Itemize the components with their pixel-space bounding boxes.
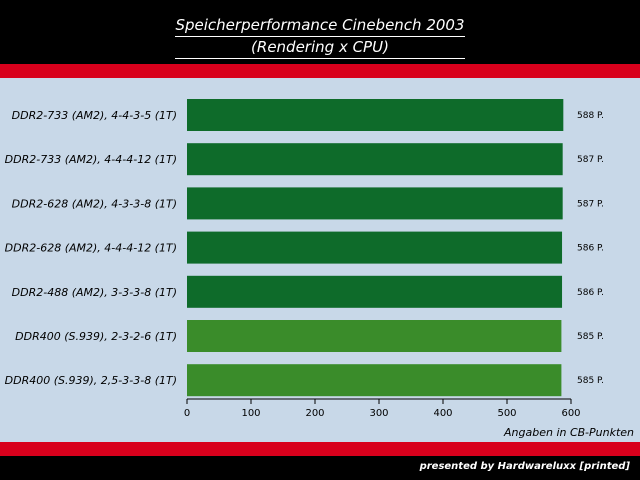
bar-1 (187, 143, 563, 176)
bars-group (187, 99, 564, 397)
value-label-1: 587 P. (577, 155, 604, 165)
x-tick-label-2: 200 (305, 408, 324, 419)
value-label-2: 587 P. (577, 199, 604, 209)
value-label-6: 585 P. (577, 376, 604, 386)
bar-6 (187, 364, 562, 397)
x-axis-title: Angaben in CB-Punkten (503, 426, 634, 439)
value-labels-group: 588 P. 587 P. 587 P. 586 P. 586 P. 585 P. 585 … (577, 111, 604, 386)
x-ticks-group: 0 100 200 300 400 500 600 (184, 399, 581, 419)
bar-4 (187, 275, 563, 308)
category-label-0: DDR2-733 (AM2), 4-4-3-5 (1T) (12, 109, 177, 122)
top-red-stripe (0, 64, 640, 78)
bar-chart: DDR2-733 (AM2), 4-4-3-5 (1T) DDR2-733 (AM… (5, 99, 634, 439)
x-tick-label-0: 0 (184, 408, 190, 419)
title-underline (175, 36, 465, 37)
footer-band: presented by Hardwareluxx [printed] (0, 456, 640, 480)
footer-credit: presented by Hardwareluxx [printed] (419, 461, 630, 472)
header-band (0, 0, 640, 64)
x-tick-label-4: 400 (433, 408, 452, 419)
chart-subtitle: (Rendering x CPU) (251, 38, 389, 56)
x-tick-label-3: 300 (369, 408, 388, 419)
value-label-5: 585 P. (577, 332, 604, 342)
bar-2 (187, 187, 563, 220)
bar-0 (187, 99, 564, 131)
bar-3 (187, 231, 563, 264)
x-tick-label-1: 100 (241, 408, 260, 419)
value-label-4: 586 P. (577, 288, 604, 298)
value-label-0: 588 P. (577, 111, 604, 121)
x-tick-label-5: 500 (497, 408, 516, 419)
category-label-5: DDR400 (S.939), 2-3-2-6 (1T) (15, 330, 177, 343)
category-label-2: DDR2-628 (AM2), 4-3-3-8 (1T) (12, 197, 177, 210)
chart-title: Speicherperformance Cinebench 2003 (175, 16, 465, 34)
x-tick-label-6: 600 (561, 408, 580, 419)
category-label-4: DDR2-488 (AM2), 3-3-3-8 (1T) (12, 286, 177, 299)
value-label-3: 586 P. (577, 244, 604, 254)
bar-5 (187, 320, 562, 352)
category-label-3: DDR2-628 (AM2), 4-4-4-12 (1T) (5, 242, 177, 255)
bottom-red-stripe (0, 442, 640, 456)
subtitle-underline (175, 58, 465, 59)
category-label-6: DDR400 (S.939), 2,5-3-3-8 (1T) (5, 374, 177, 387)
category-label-1: DDR2-733 (AM2), 4-4-4-12 (1T) (5, 153, 177, 166)
category-labels-group: DDR2-733 (AM2), 4-4-3-5 (1T) DDR2-733 (AM… (5, 109, 177, 387)
